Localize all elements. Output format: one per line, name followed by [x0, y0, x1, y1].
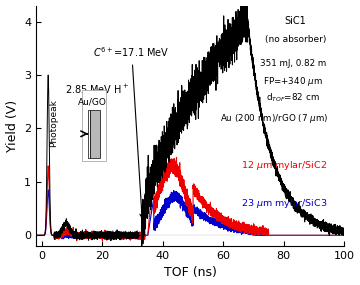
Text: Photopeak: Photopeak — [49, 99, 58, 147]
Text: $C^{6+}$=17.1 MeV: $C^{6+}$=17.1 MeV — [94, 46, 170, 218]
Text: d$_{TOF}$=82 cm: d$_{TOF}$=82 cm — [266, 91, 319, 103]
Bar — [90, 110, 100, 158]
Text: Au (200 nm)/rGO (7 $\mu$m): Au (200 nm)/rGO (7 $\mu$m) — [220, 112, 329, 125]
Text: 23 $\mu$m mylar/SiC3: 23 $\mu$m mylar/SiC3 — [241, 197, 328, 210]
X-axis label: TOF (ns): TOF (ns) — [163, 266, 216, 280]
Text: FP=+340 $\mu$m: FP=+340 $\mu$m — [263, 75, 323, 88]
Text: 2.85 MeV H$^+$: 2.85 MeV H$^+$ — [65, 83, 129, 96]
Text: Au/GO: Au/GO — [77, 97, 106, 106]
Text: 351 mJ, 0.82 m: 351 mJ, 0.82 m — [260, 59, 326, 68]
Bar — [88, 110, 90, 158]
Text: SiC1: SiC1 — [285, 16, 306, 26]
Text: 12 $\mu$m mylar/SiC2: 12 $\mu$m mylar/SiC2 — [241, 160, 328, 172]
Y-axis label: Yield (V): Yield (V) — [5, 100, 19, 152]
Text: (no absorber): (no absorber) — [265, 35, 327, 44]
FancyBboxPatch shape — [82, 90, 107, 160]
